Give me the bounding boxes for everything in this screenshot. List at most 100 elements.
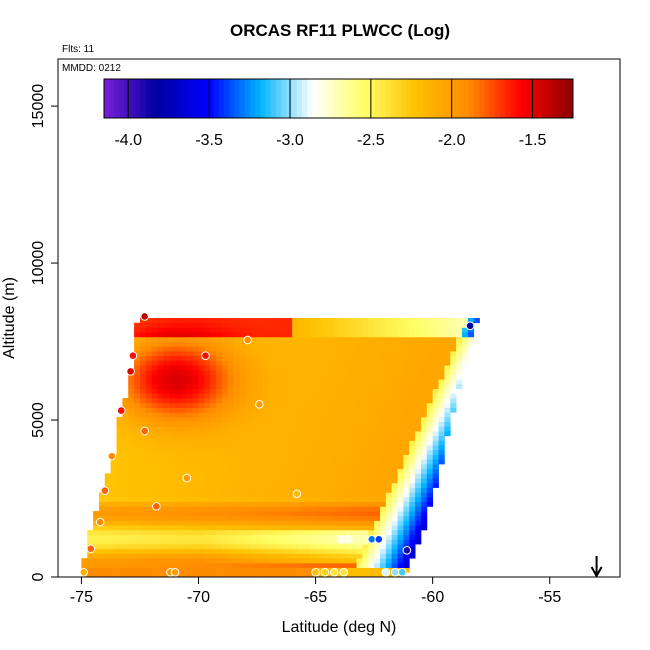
heatmap-cell (257, 492, 264, 498)
heatmap-cell (151, 553, 158, 559)
heatmap-cell (227, 360, 235, 366)
heatmap-cell (339, 454, 346, 460)
heatmap-cell (157, 544, 164, 550)
x-tick-label: -65 (304, 589, 327, 606)
heatmap-cell (397, 431, 404, 437)
heatmap-cell (139, 440, 147, 446)
heatmap-cell (303, 482, 311, 488)
colorbar-segment (317, 79, 324, 118)
heatmap-cell (122, 445, 129, 451)
heatmap-cell (403, 501, 410, 507)
heatmap-cell (450, 318, 457, 324)
heatmap-cell (274, 440, 281, 446)
colorbar-segment (468, 79, 475, 118)
heatmap-cell (192, 454, 199, 460)
heatmap-cell (350, 501, 357, 507)
heatmap-cell (356, 322, 363, 328)
heatmap-cell (368, 407, 375, 413)
heatmap-cell (221, 332, 229, 338)
heatmap-cell (145, 360, 153, 366)
heatmap-cell (233, 449, 240, 455)
heatmap-cell (432, 383, 439, 390)
heatmap-cell (374, 544, 381, 550)
heatmap-cell (245, 548, 252, 554)
heatmap-cell (262, 346, 270, 352)
heatmap-cell (385, 492, 393, 498)
heatmap-cell (409, 402, 416, 408)
heatmap-cell (227, 393, 235, 399)
heatmap-cell (180, 529, 188, 536)
heatmap-cell (104, 534, 112, 540)
heatmap-cell (409, 327, 416, 333)
heatmap-cell (239, 346, 246, 352)
data-marker (367, 535, 377, 544)
heatmap-cell (379, 360, 387, 366)
heatmap-cell (333, 416, 340, 422)
heatmap-cell (175, 407, 182, 413)
heatmap-cell (438, 435, 445, 441)
heatmap-cell (134, 506, 141, 512)
heatmap-cell (274, 322, 281, 328)
heatmap-cell (444, 416, 451, 422)
heatmap-cell (128, 440, 135, 446)
heatmap-cell (327, 515, 334, 521)
heatmap-cell (268, 402, 275, 408)
heatmap-cell (303, 515, 311, 521)
heatmap-cell (356, 506, 363, 512)
heatmap-cell (321, 548, 328, 554)
heatmap-cell (239, 548, 246, 554)
heatmap-cell (344, 501, 352, 507)
heatmap-cell (251, 383, 258, 390)
heatmap-cell (239, 487, 246, 493)
data-marker (95, 517, 105, 527)
heatmap-cell (186, 463, 194, 470)
heatmap-cell (368, 402, 375, 408)
heatmap-cell (350, 482, 357, 488)
heatmap-cell (344, 506, 352, 512)
heatmap-cell (145, 421, 153, 427)
heatmap-cell (245, 487, 252, 493)
heatmap-cell (128, 449, 135, 455)
heatmap-cell (139, 336, 147, 342)
heatmap-cell (163, 332, 170, 338)
heatmap-cell (309, 487, 316, 493)
heatmap-cell (327, 341, 334, 347)
heatmap-cell (309, 365, 316, 371)
y-tick-label: 15000 (30, 84, 47, 129)
heatmap-cell (204, 534, 211, 540)
heatmap-cell (344, 412, 352, 418)
heatmap-cell (175, 529, 182, 536)
heatmap-cell (110, 511, 117, 517)
heatmap-cell (292, 402, 299, 408)
heatmap-cell (186, 332, 194, 338)
heatmap-cell (327, 553, 334, 559)
heatmap-cell (145, 336, 153, 342)
heatmap-cell (268, 431, 275, 437)
heatmap-cell (151, 548, 158, 554)
heatmap-cell (139, 548, 147, 554)
heatmap-cell (274, 318, 281, 324)
heatmap-cell (233, 463, 240, 470)
heatmap-cell (391, 558, 398, 564)
heatmap-cell (362, 562, 369, 568)
heatmap-cell (151, 322, 158, 328)
heatmap-cell (180, 327, 188, 333)
heatmap-cell (362, 355, 369, 361)
heatmap-cell (333, 341, 340, 347)
heatmap-cell (157, 383, 164, 390)
heatmap-cell (180, 482, 188, 488)
heatmap-cell (321, 393, 328, 399)
heatmap-cell (157, 341, 164, 347)
heatmap-cell (175, 416, 182, 422)
heatmap-cell (186, 341, 194, 347)
heatmap-cell (385, 562, 393, 568)
heatmap-cell (216, 529, 223, 536)
heatmap-cell (198, 459, 205, 465)
heatmap-cell (280, 520, 287, 526)
heatmap-cell (356, 572, 363, 578)
colorbar-segment (312, 79, 319, 118)
heatmap-cell (104, 520, 112, 526)
heatmap-cell (403, 374, 410, 380)
heatmap-cell (210, 534, 217, 540)
heatmap-cell (344, 459, 352, 465)
